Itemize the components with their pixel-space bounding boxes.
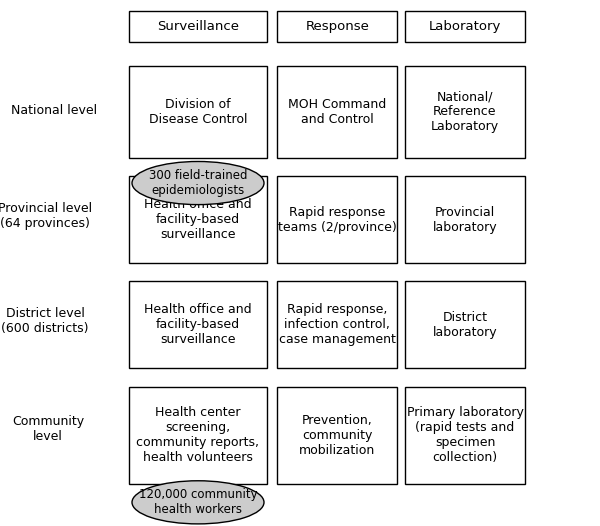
Text: Rapid response
teams (2/province): Rapid response teams (2/province) bbox=[278, 206, 397, 234]
Text: Response: Response bbox=[305, 20, 369, 33]
Text: Prevention,
community
mobilization: Prevention, community mobilization bbox=[299, 414, 376, 457]
Text: District
laboratory: District laboratory bbox=[433, 311, 497, 339]
Ellipse shape bbox=[132, 161, 264, 205]
Text: Laboratory: Laboratory bbox=[429, 20, 501, 33]
Text: Health office and
facility-based
surveillance: Health office and facility-based surveil… bbox=[144, 304, 252, 346]
FancyBboxPatch shape bbox=[129, 281, 267, 368]
Text: Community
level: Community level bbox=[12, 414, 84, 443]
FancyBboxPatch shape bbox=[129, 387, 267, 484]
FancyBboxPatch shape bbox=[405, 11, 525, 42]
FancyBboxPatch shape bbox=[277, 11, 397, 42]
Text: Primary laboratory
(rapid tests and
specimen
collection): Primary laboratory (rapid tests and spec… bbox=[407, 406, 523, 464]
FancyBboxPatch shape bbox=[129, 66, 267, 158]
Text: Health center
screening,
community reports,
health volunteers: Health center screening, community repor… bbox=[137, 406, 260, 464]
FancyBboxPatch shape bbox=[405, 66, 525, 158]
FancyBboxPatch shape bbox=[277, 176, 397, 263]
Text: 300 field-trained
epidemiologists: 300 field-trained epidemiologists bbox=[149, 169, 247, 197]
Text: National level: National level bbox=[11, 104, 97, 117]
FancyBboxPatch shape bbox=[405, 387, 525, 484]
Text: Rapid response,
infection control,
case management: Rapid response, infection control, case … bbox=[279, 304, 395, 346]
FancyBboxPatch shape bbox=[129, 176, 267, 263]
Text: Provincial
laboratory: Provincial laboratory bbox=[433, 206, 497, 234]
FancyBboxPatch shape bbox=[129, 11, 267, 42]
Text: Surveillance: Surveillance bbox=[157, 20, 239, 33]
Text: District level
(600 districts): District level (600 districts) bbox=[1, 307, 89, 335]
FancyBboxPatch shape bbox=[277, 66, 397, 158]
Text: Division of
Disease Control: Division of Disease Control bbox=[149, 98, 247, 126]
FancyBboxPatch shape bbox=[405, 281, 525, 368]
FancyBboxPatch shape bbox=[405, 176, 525, 263]
Text: Provincial level
(64 provinces): Provincial level (64 provinces) bbox=[0, 201, 92, 230]
FancyBboxPatch shape bbox=[277, 387, 397, 484]
Text: Health office and
facility-based
surveillance: Health office and facility-based surveil… bbox=[144, 198, 252, 241]
Text: MOH Command
and Control: MOH Command and Control bbox=[288, 98, 386, 126]
Ellipse shape bbox=[132, 481, 264, 524]
Text: 120,000 community
health workers: 120,000 community health workers bbox=[139, 488, 257, 517]
FancyBboxPatch shape bbox=[277, 281, 397, 368]
Text: National/
Reference
Laboratory: National/ Reference Laboratory bbox=[431, 90, 499, 133]
